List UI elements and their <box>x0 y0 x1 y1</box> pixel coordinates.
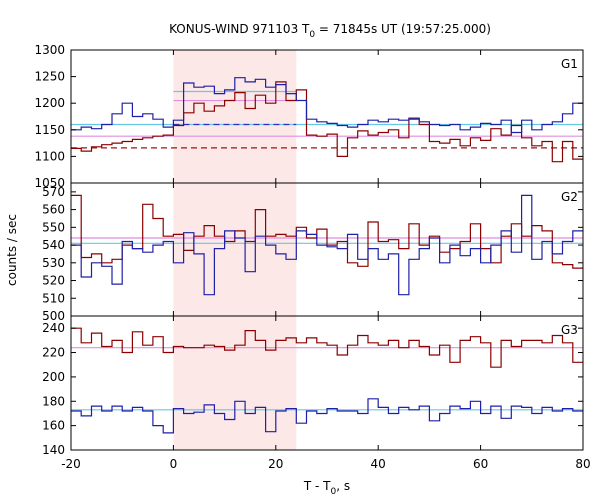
y-tick-label: 1150 <box>34 123 65 137</box>
y-tick-label: 140 <box>42 443 65 457</box>
chart-title: KONUS-WIND 971103 T0 = 71845s UT (19:57:… <box>169 22 491 40</box>
panel-frame <box>70 315 584 451</box>
panels-layer: 1050 1100 1150 1200 1250 1300 G1 500 510 520 530 54… <box>34 43 590 471</box>
y-tick-label: 550 <box>42 220 65 234</box>
x-tick-label: 40 <box>371 457 386 471</box>
y-tick-label: 540 <box>42 238 65 252</box>
panel-g3: 140 160 180 200 220 240 G3 <box>42 315 584 457</box>
burst-interval-shade <box>173 316 297 450</box>
series-blue_series-step-line <box>71 194 583 296</box>
y-tick-label: 1300 <box>34 43 65 57</box>
y-tick-label: 520 <box>42 274 65 288</box>
y-tick-label: 1100 <box>34 149 65 163</box>
y-tick-label: 160 <box>42 419 65 433</box>
y-tick-label: 220 <box>42 346 65 360</box>
series-blue_series-step-line <box>71 77 583 134</box>
panel-label: G1 <box>561 57 578 71</box>
y-tick-label: 1050 <box>34 176 65 190</box>
panel-frame <box>70 182 584 317</box>
y-tick-label: 570 <box>42 185 65 199</box>
x-tick-label: -20 <box>61 457 81 471</box>
x-axis-label-rest: , s <box>336 479 350 493</box>
x-tick-label: 60 <box>473 457 488 471</box>
series-red_series-step-line <box>71 327 583 368</box>
chart-title-subscript: 0 <box>309 30 315 40</box>
y-tick-label: 500 <box>42 309 65 323</box>
chart-title-rest: = 71845s UT (19:57:25.000) <box>315 22 491 36</box>
y-tick-label: 240 <box>42 321 65 335</box>
series-red_series-step-line <box>71 81 583 163</box>
x-tick-label: 80 <box>575 457 590 471</box>
series-red_series-step-line <box>71 194 583 269</box>
burst-interval-shade <box>173 50 297 183</box>
x-tick-label: 0 <box>170 457 178 471</box>
x-axis-label-main: T - T <box>303 479 331 493</box>
y-tick-label: 560 <box>42 203 65 217</box>
panel-g2: 500 510 520 530 540 550 560 570 G2 <box>42 182 584 323</box>
y-tick-label: 510 <box>42 291 65 305</box>
y-tick-label: 530 <box>42 256 65 270</box>
series-blue_series-step-line <box>71 398 583 434</box>
y-tick-label: 180 <box>42 394 65 408</box>
panel-g1: 1050 1100 1150 1200 1250 1300 G1 <box>34 43 584 190</box>
panel-frame <box>70 49 584 184</box>
x-axis-label: T - T0, s <box>303 479 350 497</box>
x-tick-label: 20 <box>268 457 283 471</box>
panel-label: G2 <box>561 190 578 204</box>
x-axis-label-subscript: 0 <box>331 487 337 497</box>
y-axis-label: counts / sec <box>5 214 19 286</box>
burst-interval-shade <box>173 183 297 316</box>
chart-title-main: KONUS-WIND 971103 T <box>169 22 310 36</box>
y-tick-label: 1200 <box>34 96 65 110</box>
panel-label: G3 <box>561 323 578 337</box>
y-tick-label: 1250 <box>34 70 65 84</box>
y-tick-label: 200 <box>42 370 65 384</box>
